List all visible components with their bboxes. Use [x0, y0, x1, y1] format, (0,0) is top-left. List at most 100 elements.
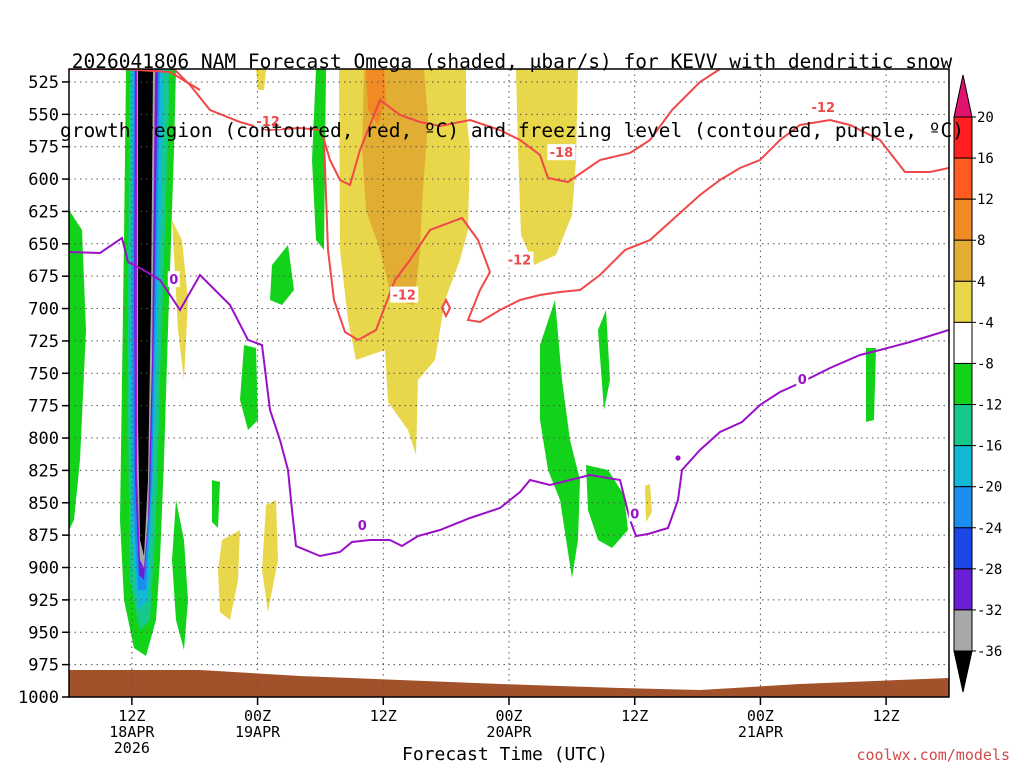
y-tick-label: 800 — [28, 429, 59, 449]
omega-negative-area — [540, 300, 580, 578]
colorbar-label: 20 — [977, 110, 994, 126]
omega-negative-area — [598, 310, 610, 410]
contour-label-bg — [796, 370, 809, 387]
contour-label-bg — [547, 144, 576, 161]
contour-label: -12 — [256, 115, 280, 130]
colorbar-label: 8 — [977, 233, 985, 249]
y-tick-label: 750 — [28, 364, 59, 384]
omega-shading — [69, 69, 876, 656]
freezing-level-contour — [69, 236, 949, 558]
dgz-contour-line — [69, 69, 721, 187]
colorbar-label: -36 — [977, 644, 1002, 660]
contour-labels: -12 -12 -18 -12 -12 0 0 0 0 — [167, 98, 838, 534]
colorbar-label: 12 — [977, 192, 994, 208]
omega-positive-area — [645, 484, 652, 522]
colorbar-swatch — [953, 445, 973, 488]
colorbar-label: -8 — [977, 356, 994, 372]
omega-positive-area — [366, 69, 386, 125]
omega-negative-area — [172, 500, 188, 650]
contour-label-bg — [390, 286, 419, 303]
contour-label: -12 — [812, 101, 836, 116]
colorbar: 20 16 12 8 4 -4 -8 -12 -16 -20 -24 -28 -32 -36 — [953, 74, 1002, 693]
omega-positive-area — [256, 69, 266, 90]
colorbar-label: 4 — [977, 274, 985, 290]
y-axis: 525 550 575 600 625 650 675 700 725 750 775 800 825 8… — [18, 73, 69, 708]
colorbar-label: -12 — [977, 398, 1002, 414]
colorbar-label: 16 — [977, 151, 994, 167]
contour-label: -18 — [550, 146, 574, 161]
dgz-contour-line — [69, 69, 201, 91]
colorbar-label: -16 — [977, 439, 1002, 455]
contour-label: 0 — [798, 373, 807, 388]
colorbar-bottom-arrow — [953, 650, 973, 693]
colorbar-label: -20 — [977, 480, 1002, 496]
x-tick-label: 20APR — [486, 723, 532, 741]
dgz-contour-line — [440, 297, 452, 319]
omega-positive-area — [362, 69, 428, 305]
y-tick-label: 600 — [28, 170, 59, 190]
x-tick-label: 00Z — [244, 707, 271, 725]
watermark: coolwx.com/models — [856, 746, 1010, 764]
y-tick-label: 975 — [28, 656, 59, 676]
omega-negative-area — [586, 465, 628, 548]
x-tick-label: 00Z — [495, 707, 522, 725]
contour-label: 0 — [630, 507, 639, 522]
y-tick-label: 725 — [28, 332, 59, 352]
contour-label-bg — [505, 251, 534, 268]
x-tick-label: 12Z — [118, 707, 145, 725]
ground-surface — [69, 670, 949, 697]
omega-negative-area — [212, 480, 220, 528]
omega-negative-area — [69, 210, 86, 530]
colorbar-swatch — [953, 609, 973, 652]
y-tick-label: 925 — [28, 591, 59, 611]
contour-label-bg — [254, 113, 283, 130]
x-tick-label: 21APR — [738, 723, 784, 741]
x-tick-label: 12Z — [370, 707, 397, 725]
y-tick-label: 1000 — [18, 688, 59, 708]
y-tick-label: 550 — [28, 105, 59, 125]
x-tick-label: 19APR — [235, 723, 281, 741]
contour-label-bg — [628, 505, 641, 522]
contour-label: 0 — [358, 519, 367, 534]
y-tick-label: 575 — [28, 138, 59, 158]
x-tick-label: 2026 — [114, 739, 150, 757]
y-tick-label: 525 — [28, 73, 59, 93]
omega-positive-area — [516, 69, 578, 265]
y-tick-label: 875 — [28, 526, 59, 546]
colorbar-label: -28 — [977, 562, 1002, 578]
chart-title: 2026041806 NAM Forecast Omega (shaded, μ… — [0, 4, 1024, 165]
colorbar-label: -24 — [977, 521, 1002, 537]
omega-positive-area — [262, 500, 278, 612]
omega-negative-area — [866, 348, 876, 422]
colorbar-swatch — [953, 280, 973, 323]
colorbar-label: -4 — [977, 315, 994, 331]
colorbar-swatch — [953, 568, 973, 611]
colorbar-swatch — [953, 404, 973, 447]
grid — [69, 69, 949, 698]
omega-negative-area — [270, 245, 294, 305]
colorbar-swatch — [953, 198, 973, 241]
colorbar-swatch — [953, 486, 973, 529]
y-tick-label: 700 — [28, 300, 59, 320]
colorbar-swatch — [953, 321, 973, 364]
x-axis-label: Forecast Time (UTC) — [402, 744, 608, 765]
contour-label-bg — [809, 98, 838, 115]
omega-positive-area — [172, 220, 188, 380]
x-tick-label: 12Z — [621, 707, 648, 725]
colorbar-swatch — [953, 362, 973, 406]
contour-label: 0 — [169, 273, 178, 288]
y-tick-label: 650 — [28, 235, 59, 255]
x-tick-label: 12Z — [873, 707, 900, 725]
x-tick-label: 18APR — [109, 723, 155, 741]
omega-negative-area — [240, 345, 258, 430]
freezing-level-line — [69, 236, 949, 558]
x-tick-label: 00Z — [747, 707, 774, 725]
y-tick-label: 825 — [28, 461, 59, 481]
y-tick-label: 900 — [28, 559, 59, 579]
omega-core — [138, 69, 153, 556]
contour-label: -12 — [392, 289, 416, 304]
y-tick-label: 850 — [28, 494, 59, 514]
colorbar-swatch — [953, 527, 973, 570]
omega-positive-area — [218, 530, 240, 620]
